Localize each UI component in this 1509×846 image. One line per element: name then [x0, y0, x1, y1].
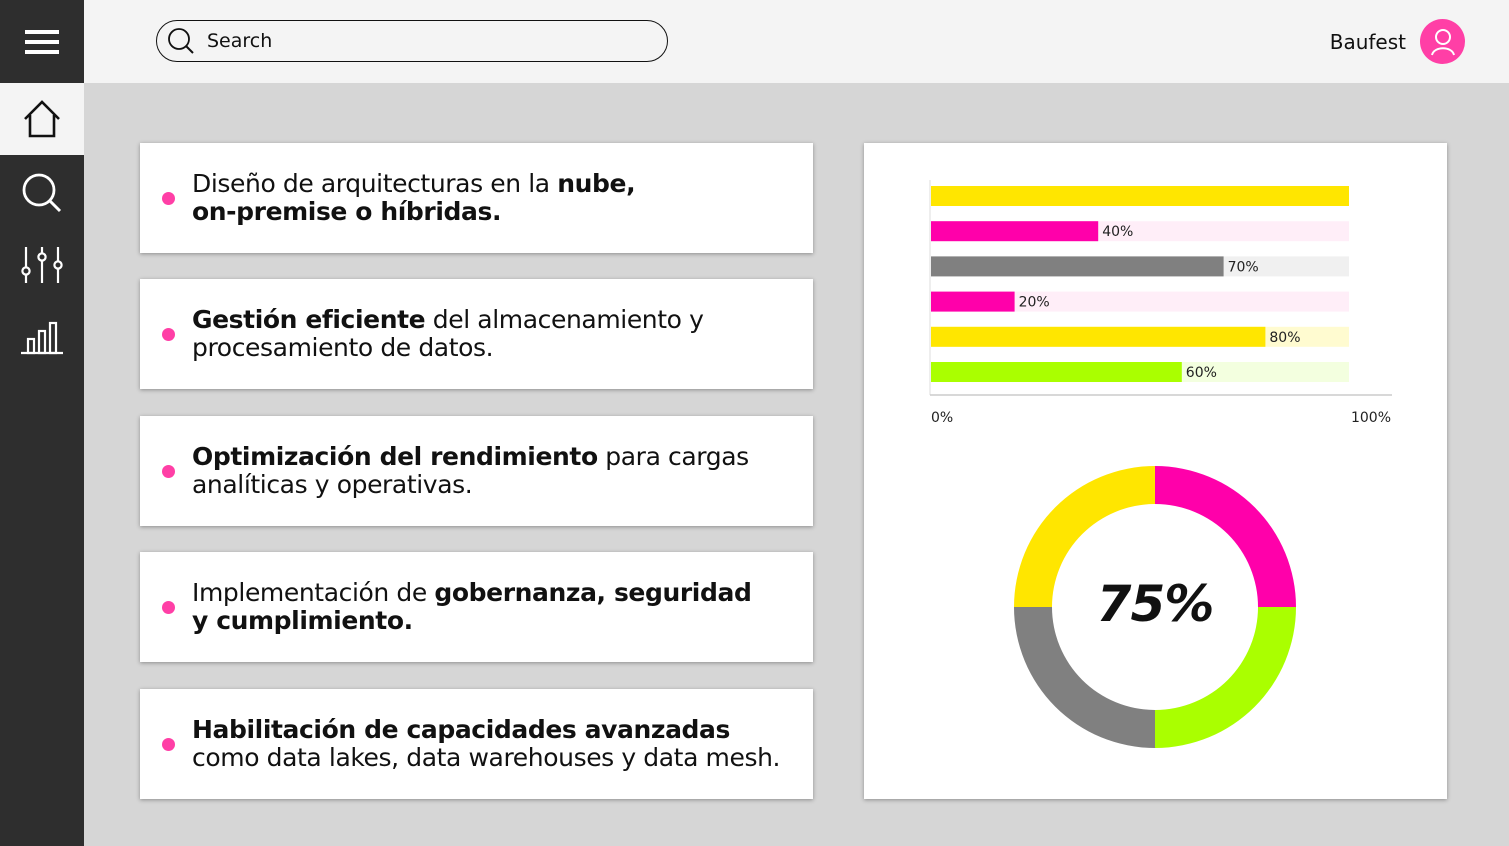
bullet-dot: [162, 191, 175, 205]
sidebar-item-charts[interactable]: [0, 302, 84, 374]
avatar[interactable]: [1420, 19, 1465, 64]
search-icon: [167, 27, 195, 55]
feature-text: Diseño de arquitecturas en la: [192, 169, 558, 198]
bullet-dot: [162, 600, 175, 614]
feature-text-bold: y cumplimiento.: [192, 606, 413, 635]
search-bar[interactable]: [156, 20, 668, 62]
bar: [931, 362, 1182, 382]
donut-slice: [1014, 466, 1155, 607]
feature-text: como data lakes, data warehouses y data …: [192, 743, 781, 772]
bar: [931, 326, 1266, 347]
feature-card-text: Optimización del rendimiento para cargas…: [192, 443, 813, 499]
x-tick-label: 0%: [931, 410, 953, 426]
bar-chart-icon: [21, 321, 63, 355]
feature-card-2: Gestión eficiente del almacenamiento y p…: [140, 279, 813, 389]
user-icon: [1430, 28, 1455, 55]
feature-text-bold: Optimización del rendimiento: [192, 442, 598, 471]
feature-card-text: Implementación de gobernanza, seguridad y…: [192, 579, 769, 635]
bar-data-label: 60%: [1186, 365, 1217, 381]
sidebar-item-home[interactable]: [0, 83, 84, 155]
bar-data-label: 70%: [1228, 259, 1259, 275]
feature-text: para cargas analíticas y operativas.: [192, 442, 749, 499]
menu-icon: [25, 29, 59, 54]
header: Baufest: [84, 0, 1509, 83]
feature-card-3: Optimización del rendimiento para cargas…: [140, 416, 813, 526]
feature-text-bold: Gestión eficiente: [192, 305, 426, 334]
user-name: Baufest: [1329, 29, 1406, 54]
bar-track: [931, 291, 1349, 312]
feature-text: del almacenamiento y procesamiento de da…: [192, 305, 704, 362]
feature-text-bold: on-premise o híbridas.: [192, 197, 502, 226]
feature-card-text: Habilitación de capacidades avanzadas co…: [192, 716, 813, 772]
donut-slice: [1155, 607, 1296, 748]
bar: [931, 221, 1099, 242]
donut-center-label: 75%: [1096, 575, 1215, 633]
feature-card-5: Habilitación de capacidades avanzadas co…: [140, 689, 813, 799]
sliders-icon: [21, 247, 63, 283]
bar-data-label: 80%: [1269, 330, 1300, 346]
user-menu[interactable]: Baufest: [1330, 19, 1465, 64]
bullet-dot: [162, 737, 175, 751]
bar: [931, 291, 1015, 312]
bar: [931, 256, 1224, 277]
donut-slice: [1014, 607, 1155, 748]
feature-card-4: Implementación de gobernanza, seguridad y…: [140, 552, 813, 662]
bullet-dot: [162, 327, 175, 341]
feature-card-text: Gestión eficiente del almacenamiento y p…: [192, 306, 813, 362]
search-icon: [22, 173, 62, 213]
search-input[interactable]: [207, 30, 647, 52]
donut-slice: [1155, 466, 1296, 607]
bar-data-label: 40%: [1102, 224, 1133, 240]
x-tick-label: 100%: [1351, 410, 1391, 426]
feature-card-1: Diseño de arquitecturas en la nube, on-pr…: [140, 143, 813, 253]
sidebar-item-menu[interactable]: [0, 0, 84, 83]
sidebar-item-search[interactable]: [0, 158, 84, 228]
feature-text: Implementación de: [192, 578, 435, 607]
sidebar-item-filters[interactable]: [0, 230, 84, 300]
bullet-dot: [162, 464, 175, 478]
feature-text-bold: gobernanza, seguridad: [434, 578, 752, 607]
bar: [931, 186, 1349, 206]
feature-card-text: Diseño de arquitecturas en la nube, on-pr…: [192, 170, 653, 226]
sidebar: [0, 0, 84, 846]
feature-text-bold: nube,: [557, 169, 636, 198]
bar-chart: 40% 70% 20% 80% 60% 0% 100%: [929, 180, 1392, 426]
home-icon: [24, 100, 60, 138]
bar-data-label: 20%: [1019, 295, 1050, 311]
feature-text-bold: Habilitación de capacidades avanzadas: [192, 715, 730, 744]
donut-chart: [1014, 466, 1296, 748]
chart-panel: 40% 70% 20% 80% 60% 0% 100% 75%: [864, 143, 1447, 799]
